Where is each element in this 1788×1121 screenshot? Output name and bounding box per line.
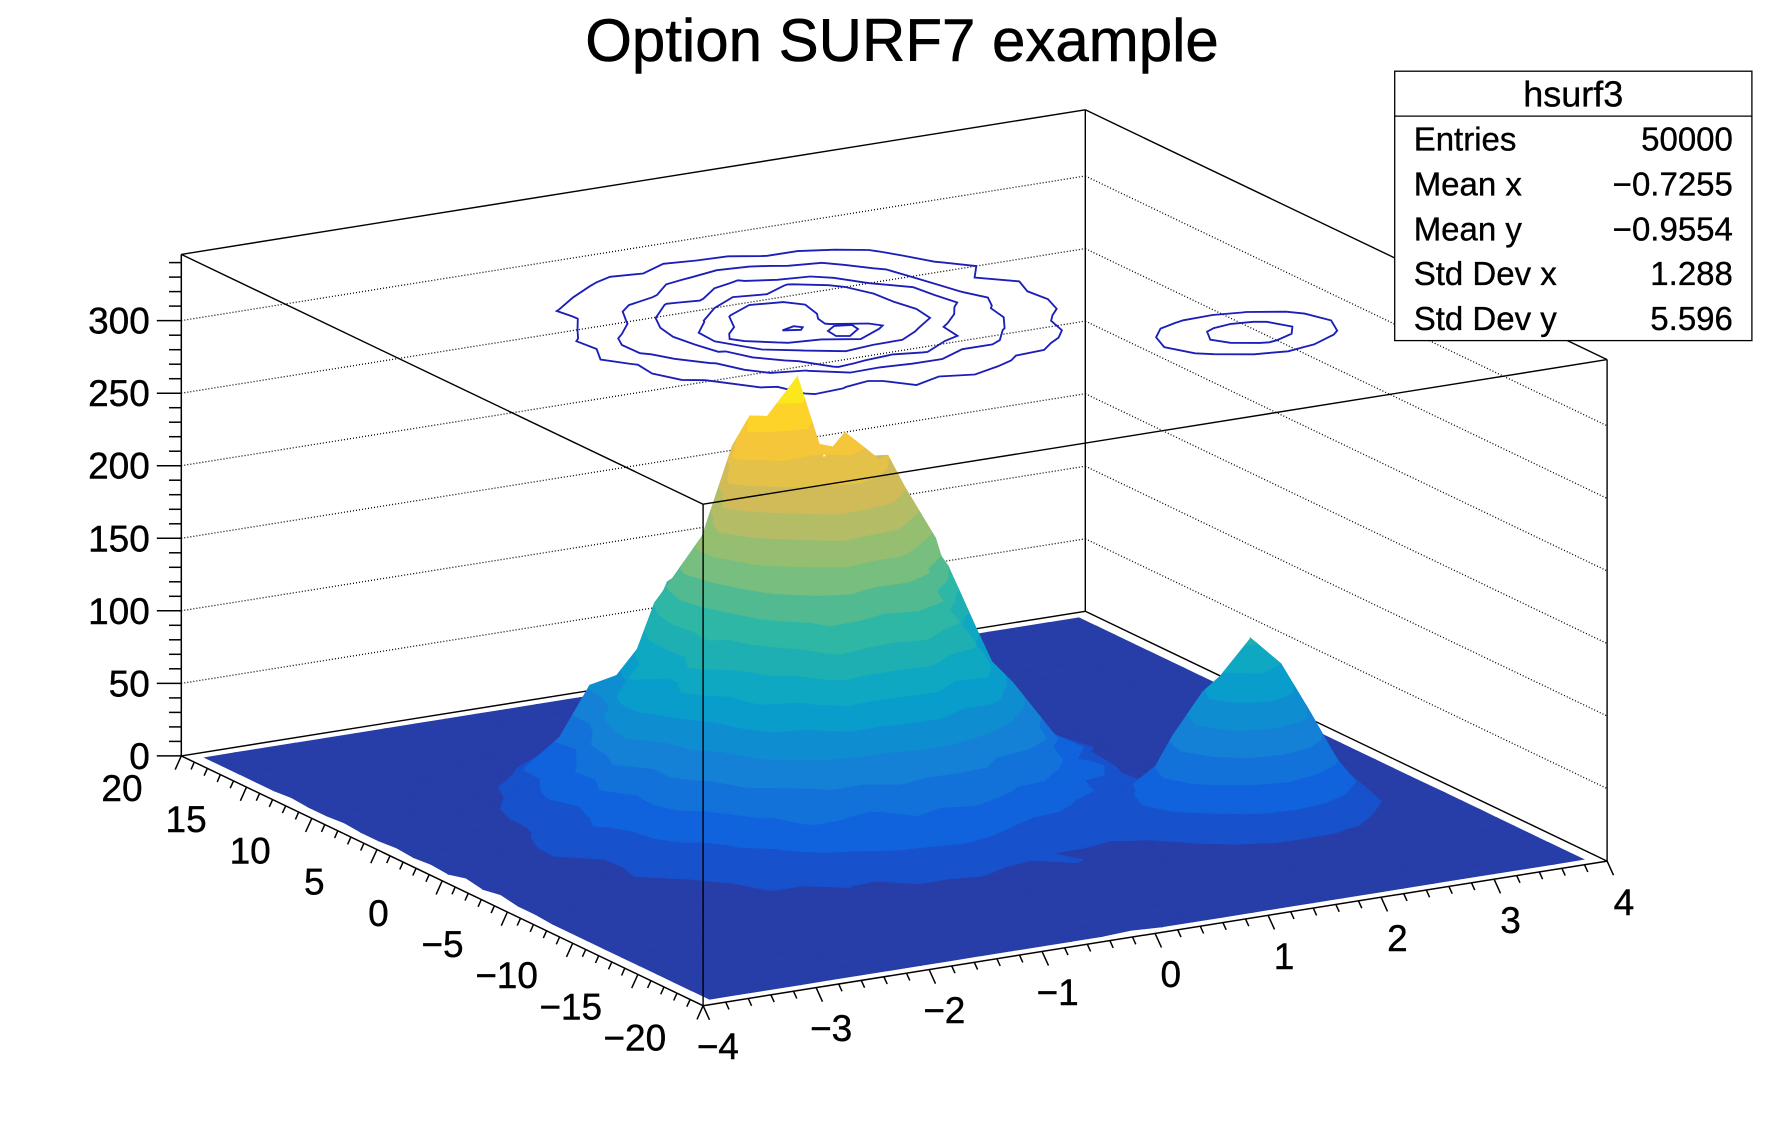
svg-text:200: 200: [88, 446, 150, 487]
svg-text:−5: −5: [421, 924, 463, 965]
svg-text:−3: −3: [810, 1008, 852, 1049]
svg-text:50: 50: [109, 663, 150, 704]
svg-text:−1: −1: [1037, 972, 1079, 1013]
svg-text:Entries: Entries: [1414, 121, 1517, 158]
svg-text:250: 250: [88, 373, 150, 414]
svg-text:1: 1: [1274, 936, 1295, 977]
svg-text:−20: −20: [603, 1018, 666, 1059]
svg-text:−0.9554: −0.9554: [1613, 210, 1733, 247]
svg-text:Std Dev x: Std Dev x: [1414, 255, 1558, 292]
svg-text:−2: −2: [923, 990, 965, 1031]
svg-text:0: 0: [1161, 954, 1182, 995]
svg-text:hsurf3: hsurf3: [1523, 74, 1623, 115]
svg-text:Mean y: Mean y: [1414, 210, 1523, 247]
svg-text:0: 0: [368, 893, 389, 934]
svg-text:100: 100: [88, 591, 150, 632]
svg-text:5.596: 5.596: [1650, 300, 1733, 337]
svg-text:−15: −15: [539, 986, 602, 1027]
svg-text:5: 5: [304, 862, 325, 903]
svg-text:−10: −10: [475, 955, 538, 996]
svg-text:Option SURF7 example: Option SURF7 example: [585, 7, 1219, 74]
svg-text:20: 20: [101, 768, 142, 809]
svg-text:300: 300: [88, 301, 150, 342]
svg-text:150: 150: [88, 518, 150, 559]
svg-text:50000: 50000: [1641, 121, 1733, 158]
svg-text:0: 0: [129, 736, 150, 777]
svg-text:−4: −4: [697, 1026, 739, 1067]
svg-text:1.288: 1.288: [1650, 255, 1733, 292]
svg-text:−0.7255: −0.7255: [1613, 165, 1733, 202]
svg-text:10: 10: [230, 830, 271, 871]
svg-text:Std Dev y: Std Dev y: [1414, 300, 1558, 337]
svg-text:3: 3: [1500, 900, 1521, 941]
svg-text:2: 2: [1387, 918, 1408, 959]
svg-text:Mean x: Mean x: [1414, 165, 1523, 202]
svg-text:4: 4: [1614, 882, 1635, 923]
svg-text:15: 15: [166, 799, 207, 840]
